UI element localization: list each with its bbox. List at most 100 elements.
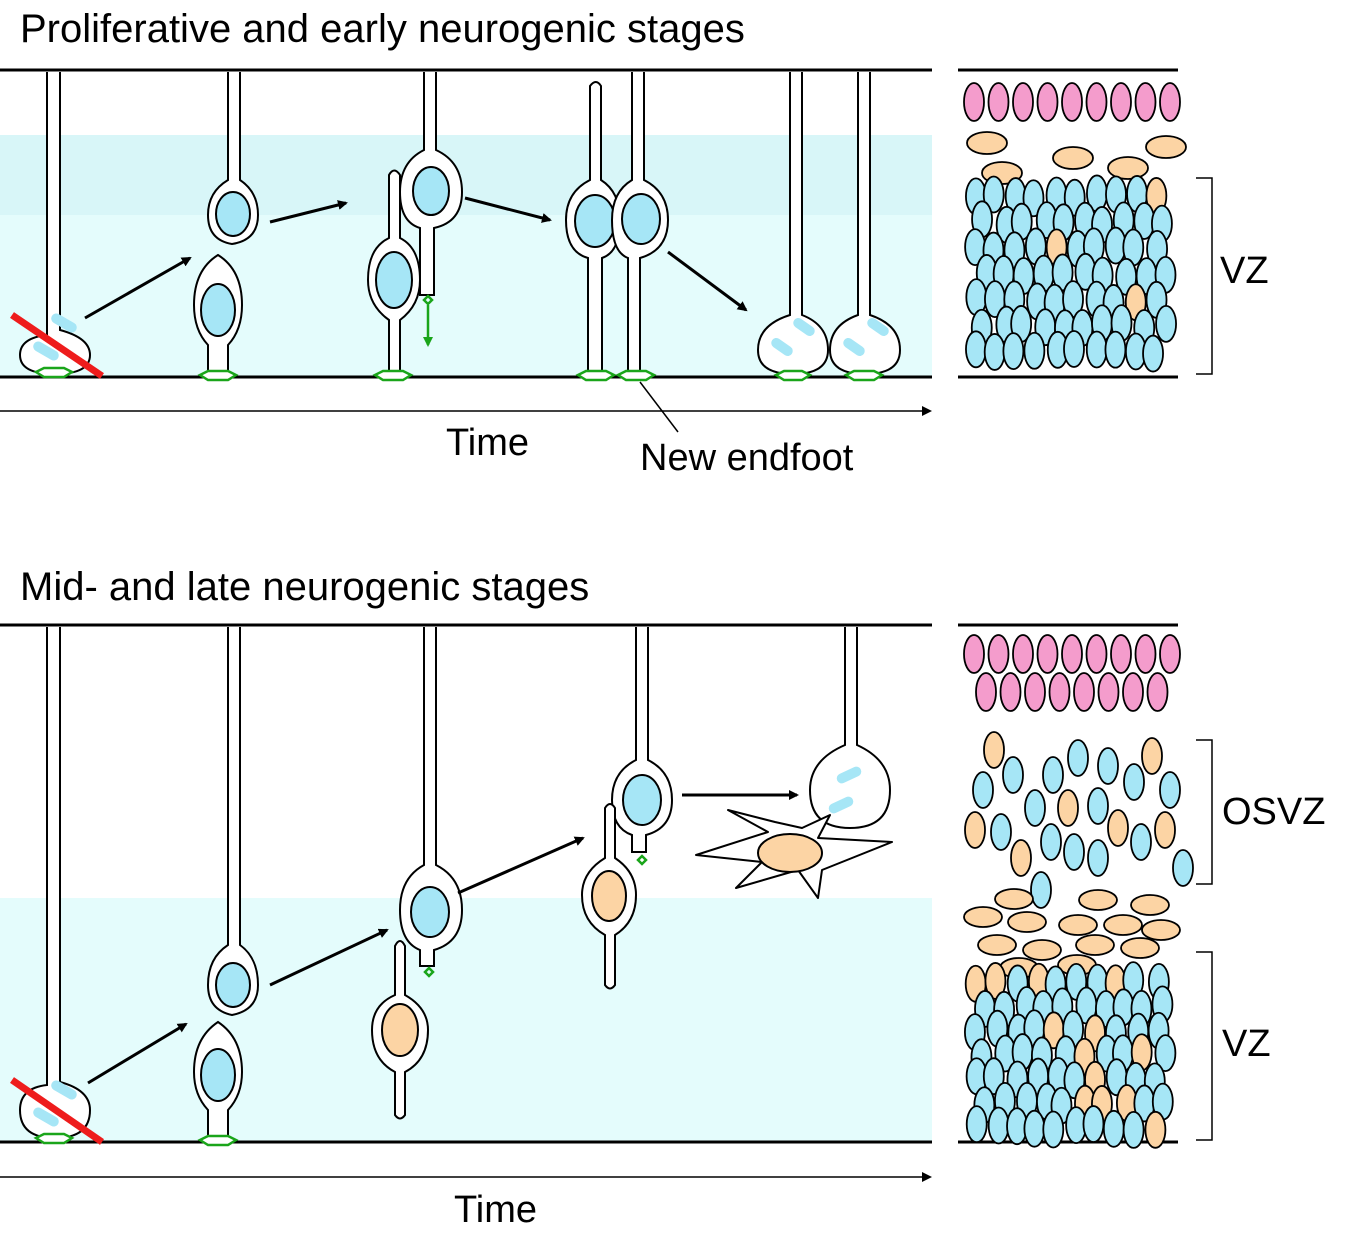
cortex-schematic-late: OSVZ VZ [958, 623, 1325, 1149]
intermediate-nucleus [1130, 894, 1170, 916]
intermediate-nucleus [1010, 839, 1032, 877]
arrow [269, 200, 348, 224]
vz-label: VZ [1220, 250, 1269, 292]
progenitor-nucleus [965, 1105, 988, 1144]
intermediate-cells [966, 131, 1187, 185]
intermediate-nucleus [1078, 889, 1118, 911]
intermediate-nucleus [1107, 156, 1149, 180]
apical-endfoot [33, 366, 75, 379]
intermediate-nucleus [983, 731, 1005, 769]
progenitor-nucleus [1085, 330, 1108, 369]
arrow [667, 250, 748, 312]
arrow [84, 256, 192, 320]
progenitor-nucleus [1123, 763, 1145, 801]
progenitor-nucleus [1122, 1111, 1145, 1149]
progenitor-nucleus [1082, 1105, 1105, 1143]
neuron-nucleus [1134, 82, 1157, 122]
basal-mitotic-cell [808, 627, 892, 830]
progenitor-nucleus [965, 330, 987, 369]
vz-progenitor-cells [964, 174, 1177, 373]
time-axis-label: Time [446, 422, 529, 464]
intermediate-nucleus [1107, 809, 1129, 847]
progenitor-nucleus [982, 175, 1005, 214]
apical-endfoot [33, 1132, 75, 1145]
progenitor-nucleus [1067, 739, 1089, 777]
intermediate-nucleus [994, 888, 1034, 910]
intermediate-nucleus [963, 906, 1003, 928]
neuron-nucleus [1159, 82, 1181, 122]
intermediate-nucleus [1120, 937, 1160, 959]
neuron-nucleus [1085, 82, 1108, 122]
intermediate-nucleus [1141, 737, 1163, 775]
arrow [269, 928, 389, 987]
neuron-nucleus [1036, 634, 1059, 674]
neuron-layer [963, 634, 1181, 712]
neuron-nucleus [963, 82, 985, 122]
progenitor-nucleus [990, 813, 1012, 851]
time-axis-label: Time [454, 1189, 537, 1231]
progenitor-nucleus [972, 771, 994, 809]
neuron-nucleus [1048, 672, 1071, 712]
neuron-nucleus [1122, 672, 1144, 712]
new-endfoot-label: New endfoot [640, 437, 854, 479]
neuron-nucleus [1012, 634, 1034, 674]
neuron-nucleus [1146, 672, 1169, 712]
progenitor-nucleus [1130, 823, 1152, 861]
vz-bracket [1196, 177, 1213, 375]
annotation-leader-line [639, 381, 679, 433]
panel-title: Proliferative and early neurogenic stage… [20, 7, 745, 51]
intermediate-nucleus [1075, 934, 1115, 956]
daughter-cells-new-endfoot [564, 72, 679, 433]
progenitor-nucleus [1023, 1109, 1046, 1148]
mitotic-progenitor-cell [10, 72, 104, 379]
dividing-progenitor-cell [192, 627, 260, 1147]
neuron-nucleus [963, 634, 985, 674]
progenitor-nucleus [1172, 849, 1194, 887]
neuron-nucleus [1012, 82, 1034, 122]
cleavage-plane-line [10, 312, 104, 379]
mitotic-progenitor-cell [10, 627, 104, 1145]
neuron-nucleus [1159, 634, 1181, 674]
intermediate-nucleus [1103, 914, 1143, 936]
intermediate-nucleus [964, 811, 986, 849]
panel-mid-late: Mid- and late neurogenic stages [0, 565, 1325, 1231]
vz-progenitor-cells [964, 961, 1177, 1149]
neuron-nucleus [1134, 634, 1157, 674]
neuron-nucleus [1110, 634, 1132, 674]
neuron-layer [963, 82, 1181, 122]
osvz-bracket [1196, 739, 1213, 885]
panel-title: Mid- and late neurogenic stages [20, 565, 589, 609]
progenitor-nucleus [1155, 304, 1177, 343]
progenitor-nucleus [1087, 787, 1109, 825]
neuron-nucleus [987, 82, 1010, 122]
progenitor-nucleus [1024, 789, 1046, 827]
panel-proliferative: Proliferative and early neurogenic stage… [0, 7, 1269, 479]
neuron-nucleus [1036, 82, 1059, 122]
neuron-nucleus [1073, 672, 1095, 712]
intermediate-nucleus [1141, 919, 1181, 941]
progenitor-nucleus [1142, 334, 1164, 373]
progenitor-nucleus [1042, 756, 1064, 794]
progenitor-nucleus [1159, 771, 1181, 809]
arrow [87, 1022, 188, 1085]
intermediate-nucleus [1154, 811, 1176, 849]
progenitor-nucleus [983, 333, 1006, 371]
intermediate-nucleus [1022, 939, 1062, 961]
progenitor-nucleus [1023, 331, 1046, 370]
osvz-label: OSVZ [1222, 791, 1325, 833]
progenitor-nucleus [1030, 871, 1052, 909]
neuron-nucleus [999, 672, 1022, 712]
cortex-schematic-early: VZ [958, 68, 1269, 379]
detaching-progenitor-and-intermediate [580, 627, 674, 990]
arrow [464, 196, 552, 223]
neuron-nucleus [1085, 634, 1108, 674]
osvz-cells [964, 731, 1194, 909]
cleavage-plane-line [10, 1077, 104, 1145]
neuron-nucleus [987, 634, 1010, 674]
progenitor-nucleus [1087, 839, 1109, 877]
progenitor-cell-endfoot-detaching [366, 72, 464, 382]
progenitor-nucleus [1002, 756, 1024, 794]
intermediate-nucleus [1145, 135, 1187, 159]
vz-background [0, 898, 932, 1142]
